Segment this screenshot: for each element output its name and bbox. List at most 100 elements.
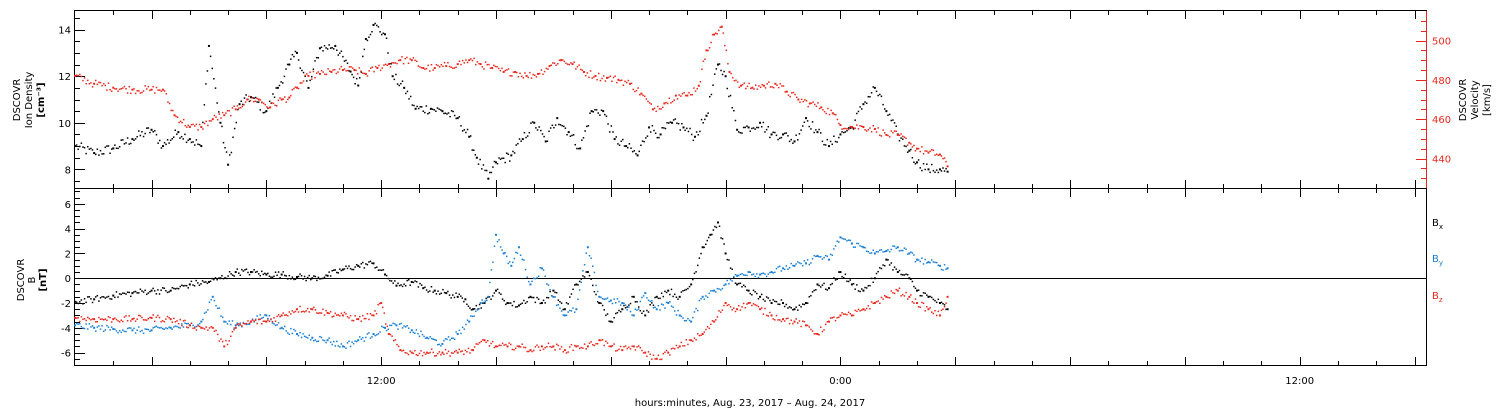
scatter-mark <box>834 319 837 322</box>
scatter-mark <box>507 153 509 155</box>
scatter-mark <box>570 293 573 295</box>
scatter-mark <box>586 125 588 128</box>
data-point <box>816 283 819 286</box>
legend-by-sub: y <box>1439 259 1443 267</box>
scatter-mark <box>704 118 706 121</box>
scatter-mark <box>496 288 499 291</box>
scatter-mark <box>929 307 931 309</box>
scatter-mark <box>554 124 557 126</box>
scatter-mark <box>831 282 833 285</box>
scatter-mark <box>325 73 328 76</box>
scatter-mark <box>161 287 164 289</box>
scatter-mark <box>720 237 722 239</box>
scatter-mark <box>332 315 335 318</box>
data-point <box>927 168 930 171</box>
data-point <box>307 74 310 77</box>
scatter-mark <box>779 265 781 268</box>
scatter-mark <box>161 320 164 322</box>
scatter-mark <box>337 272 340 274</box>
scatter-mark <box>934 171 936 174</box>
bottom-left-ylabel-line1: DSCOVR <box>16 259 27 302</box>
scatter-mark <box>141 329 143 332</box>
data-point <box>112 86 115 89</box>
scatter-mark <box>319 335 321 338</box>
scatter-mark <box>710 93 713 96</box>
data-point <box>441 342 444 345</box>
scatter-mark <box>355 318 358 320</box>
x-tick-label: 12:00 <box>367 376 396 387</box>
data-point <box>74 145 76 148</box>
scatter-mark <box>854 127 856 130</box>
scatter-mark <box>109 316 111 319</box>
scatter-mark <box>297 275 300 278</box>
scatter-mark <box>77 74 79 77</box>
scatter-mark <box>337 345 340 347</box>
data-point <box>724 75 727 78</box>
data-point <box>632 295 635 298</box>
scatter-mark <box>637 87 639 89</box>
scatter-mark <box>652 304 655 307</box>
scatter-mark <box>390 63 392 65</box>
scatter-mark <box>673 99 675 101</box>
scatter-mark <box>484 61 487 63</box>
scatter-mark <box>500 344 502 347</box>
data-point <box>177 131 180 134</box>
scatter-mark <box>278 84 281 87</box>
scatter-mark <box>567 303 569 305</box>
scatter-mark <box>182 118 185 121</box>
scatter-mark <box>634 349 637 351</box>
scatter-mark <box>746 125 748 127</box>
scatter-mark <box>534 301 537 304</box>
scatter-mark <box>114 328 116 331</box>
scatter-mark <box>893 266 896 268</box>
scatter-mark <box>139 330 142 333</box>
scatter-mark <box>797 309 799 311</box>
scatter-mark <box>821 284 824 286</box>
scatter-mark <box>179 318 181 321</box>
scatter-mark <box>514 306 517 308</box>
scatter-mark <box>734 273 737 276</box>
data-point <box>586 345 589 348</box>
scatter-mark <box>257 101 260 103</box>
scatter-mark <box>345 313 347 315</box>
scatter-mark <box>310 75 313 78</box>
scatter-mark <box>685 338 688 341</box>
scatter-mark <box>600 296 602 299</box>
scatter-mark <box>216 118 219 121</box>
scatter-mark <box>75 301 78 303</box>
scatter-mark <box>437 352 439 355</box>
scatter-mark <box>350 66 352 68</box>
left-y-tick-label: 12 <box>58 72 71 83</box>
scatter-mark <box>362 261 364 264</box>
scatter-mark <box>813 103 816 106</box>
scatter-mark <box>647 311 650 313</box>
scatter-mark <box>354 315 356 317</box>
data-point <box>632 314 635 317</box>
scatter-mark <box>924 258 926 261</box>
scatter-mark <box>692 278 694 281</box>
scatter-mark <box>718 288 720 290</box>
scatter-mark <box>248 100 251 103</box>
scatter-mark <box>754 303 756 306</box>
scatter-mark <box>675 344 678 347</box>
data-point <box>112 294 115 297</box>
scatter-mark <box>527 76 529 79</box>
scatter-mark <box>801 125 804 127</box>
scatter-mark <box>163 287 166 290</box>
data-point <box>376 67 379 70</box>
scatter-mark <box>332 269 335 272</box>
scatter-mark <box>942 302 944 305</box>
scatter-mark <box>187 139 189 142</box>
data-point <box>747 289 750 292</box>
scatter-mark <box>197 129 199 131</box>
scatter-mark <box>660 108 662 110</box>
scatter-mark <box>700 334 702 337</box>
scatter-mark <box>905 291 907 294</box>
scatter-mark <box>352 319 355 322</box>
scatter-mark <box>693 87 695 89</box>
scatter-mark <box>99 149 102 152</box>
scatter-mark <box>746 289 748 291</box>
scatter-mark <box>929 295 931 298</box>
scatter-mark <box>118 88 121 91</box>
scatter-mark <box>328 271 330 273</box>
